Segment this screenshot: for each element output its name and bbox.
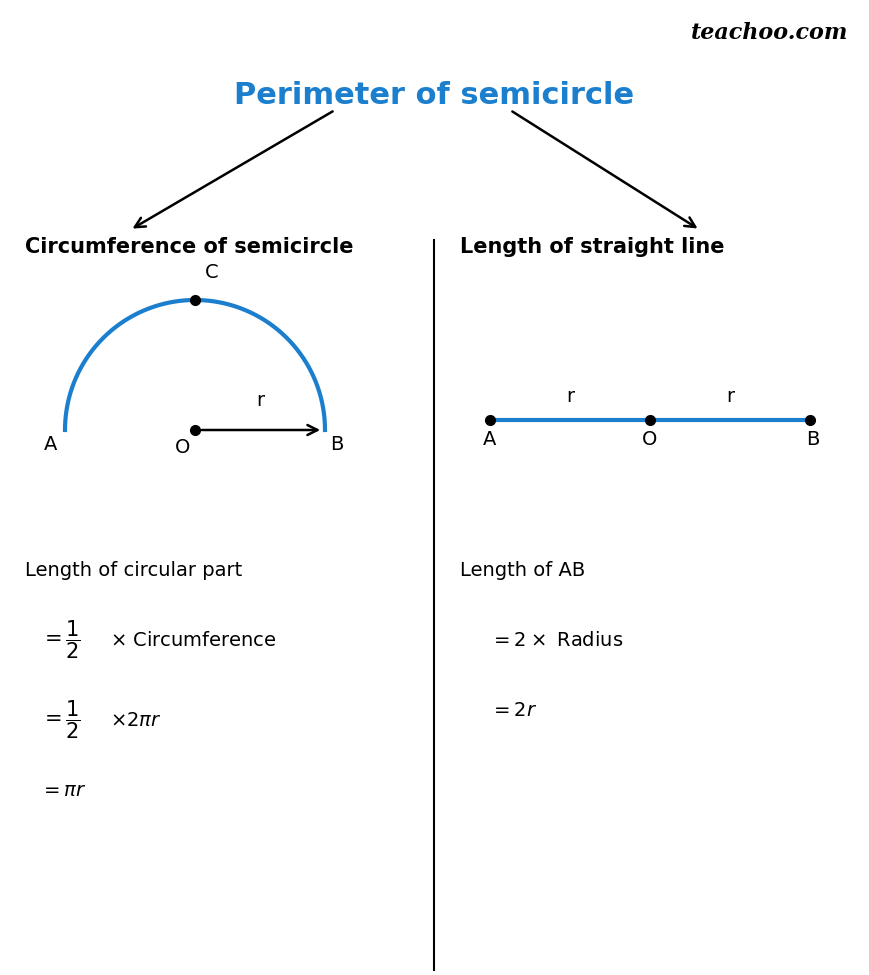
Text: $= 2r$: $= 2r$ xyxy=(490,700,537,720)
Text: C: C xyxy=(205,263,219,282)
Text: teachoo.com: teachoo.com xyxy=(691,22,848,44)
Text: Length of AB: Length of AB xyxy=(460,561,585,579)
Text: B: B xyxy=(330,435,343,454)
Text: Length of circular part: Length of circular part xyxy=(25,561,242,579)
Text: A: A xyxy=(483,430,497,449)
Text: $\times 2\pi r$: $\times 2\pi r$ xyxy=(110,711,162,729)
Text: O: O xyxy=(642,430,658,449)
Text: Circumference of semicircle: Circumference of semicircle xyxy=(25,237,354,257)
Text: A: A xyxy=(43,435,57,454)
Text: r: r xyxy=(566,387,574,406)
Text: O: O xyxy=(175,438,190,457)
Text: r: r xyxy=(256,391,264,410)
Text: $=\dfrac{1}{2}$: $=\dfrac{1}{2}$ xyxy=(40,619,81,661)
Text: $= \pi r$: $= \pi r$ xyxy=(40,781,87,799)
Text: Perimeter of semicircle: Perimeter of semicircle xyxy=(234,81,634,109)
Text: $\times$ Circumference: $\times$ Circumference xyxy=(110,631,276,649)
Text: $= 2 \times$ Radius: $= 2 \times$ Radius xyxy=(490,631,623,649)
Text: B: B xyxy=(806,430,819,449)
Text: $=\dfrac{1}{2}$: $=\dfrac{1}{2}$ xyxy=(40,699,81,741)
Text: r: r xyxy=(726,387,734,406)
Text: Length of straight line: Length of straight line xyxy=(460,237,725,257)
